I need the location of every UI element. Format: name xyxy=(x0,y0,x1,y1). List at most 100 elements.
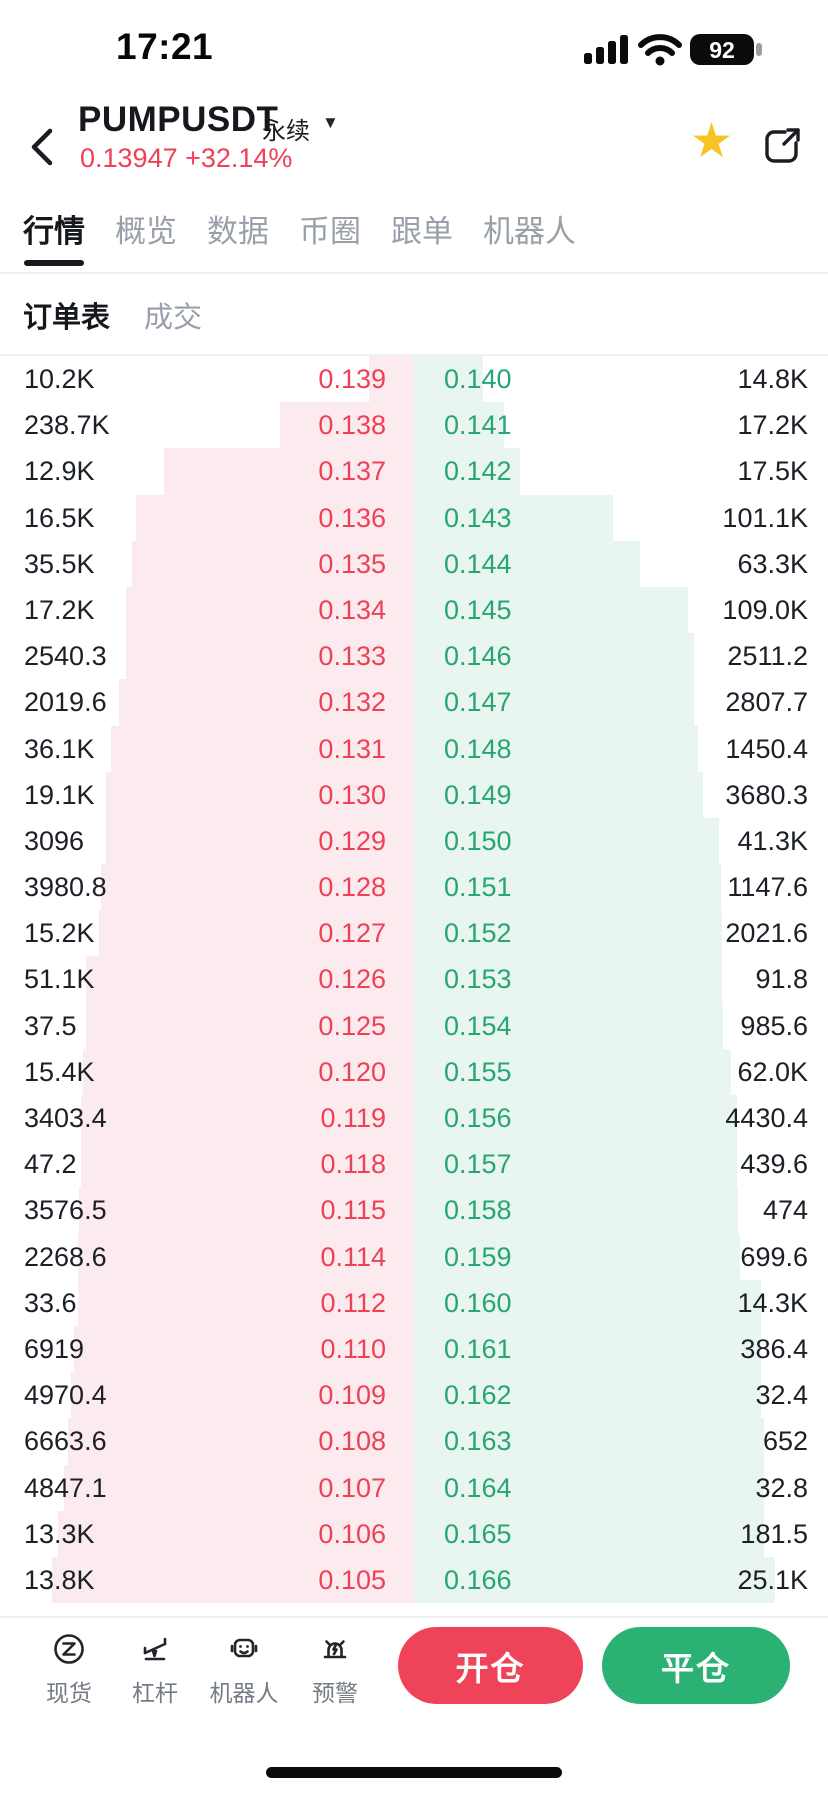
bid-price[interactable]: 0.136 xyxy=(318,502,386,533)
ask-price[interactable]: 0.149 xyxy=(444,779,512,810)
back-button[interactable] xyxy=(24,124,60,170)
ask-price[interactable]: 0.152 xyxy=(444,918,512,949)
toolbar-action-预警[interactable]: 预警 xyxy=(287,1631,383,1708)
ask-price[interactable]: 0.166 xyxy=(444,1564,512,1595)
bid-price[interactable]: 0.119 xyxy=(320,1103,386,1133)
bid-price[interactable]: 0.134 xyxy=(318,594,386,625)
ask-price[interactable]: 0.159 xyxy=(444,1241,512,1272)
ask-price[interactable]: 0.156 xyxy=(444,1103,512,1133)
bid-price[interactable]: 0.120 xyxy=(318,1056,386,1087)
bid-price[interactable]: 0.130 xyxy=(318,779,386,810)
chevron-down-icon[interactable]: ▼ xyxy=(322,113,339,132)
order-book-row: 3576.5 0.115 0.158 474 xyxy=(0,1187,828,1234)
ask-amount: 474 xyxy=(762,1195,808,1226)
tab-币圈[interactable]: 币圈 xyxy=(299,214,361,249)
bid-price[interactable]: 0.109 xyxy=(318,1380,386,1411)
bid-depth-bar xyxy=(101,864,414,911)
bid-depth-bar xyxy=(52,1556,414,1604)
bid-amount: 4847.1 xyxy=(24,1472,107,1503)
tab-概览[interactable]: 概览 xyxy=(115,214,177,249)
bid-price[interactable]: 0.107 xyxy=(318,1472,386,1503)
toolbar-action-机器人[interactable]: 机器人 xyxy=(196,1631,292,1708)
tab-跟单[interactable]: 跟单 xyxy=(391,214,453,249)
ask-price[interactable]: 0.153 xyxy=(444,964,512,995)
bid-price[interactable]: 0.118 xyxy=(320,1149,386,1180)
bid-price[interactable]: 0.125 xyxy=(318,1010,386,1041)
ask-price[interactable]: 0.150 xyxy=(444,825,512,856)
ask-price[interactable]: 0.160 xyxy=(444,1287,512,1318)
ask-depth-bar xyxy=(414,1141,737,1188)
chevron-left-icon xyxy=(31,128,53,166)
bid-price[interactable]: 0.133 xyxy=(318,641,386,672)
bid-price[interactable]: 0.127 xyxy=(318,918,386,949)
ask-amount: 699.6 xyxy=(740,1241,808,1272)
ask-price[interactable]: 0.161 xyxy=(444,1333,512,1364)
ask-price[interactable]: 0.144 xyxy=(444,548,512,579)
order-book-row: 2019.6 0.132 0.147 2807.7 xyxy=(0,679,828,726)
bid-depth-bar xyxy=(58,1510,414,1557)
order-book-row: 2540.3 0.133 0.146 2511.2 xyxy=(0,633,828,680)
divider xyxy=(0,272,828,274)
bid-price[interactable]: 0.129 xyxy=(318,825,386,856)
bid-price[interactable]: 0.114 xyxy=(320,1241,386,1272)
ask-price[interactable]: 0.154 xyxy=(444,1010,512,1041)
toolbar-action-label: 现货 xyxy=(46,1680,92,1706)
order-book-row: 37.5 0.125 0.154 985.6 xyxy=(0,1002,828,1049)
ask-price[interactable]: 0.140 xyxy=(444,364,512,394)
bid-price[interactable]: 0.131 xyxy=(318,733,386,764)
open-position-button[interactable]: 开仓 xyxy=(398,1627,583,1704)
bid-price[interactable]: 0.139 xyxy=(318,364,386,394)
tab-机器人[interactable]: 机器人 xyxy=(483,214,576,249)
bid-price[interactable]: 0.128 xyxy=(318,872,386,903)
ask-depth-bar xyxy=(414,771,703,818)
bid-price[interactable]: 0.115 xyxy=(320,1195,386,1226)
bid-depth-bar xyxy=(132,540,414,587)
wifi-icon xyxy=(638,34,682,66)
ask-depth-bar xyxy=(414,1233,740,1280)
bid-price[interactable]: 0.105 xyxy=(318,1564,386,1595)
ask-price[interactable]: 0.158 xyxy=(444,1195,512,1226)
toolbar-action-现货[interactable]: 现货 xyxy=(21,1631,117,1708)
ask-price[interactable]: 0.148 xyxy=(444,733,512,764)
bid-price[interactable]: 0.112 xyxy=(320,1287,386,1318)
bid-price[interactable]: 0.108 xyxy=(318,1426,386,1457)
ask-price[interactable]: 0.141 xyxy=(444,410,512,441)
ask-price[interactable]: 0.146 xyxy=(444,641,512,672)
bid-price[interactable]: 0.110 xyxy=(320,1333,386,1364)
ask-price[interactable]: 0.163 xyxy=(444,1426,512,1457)
ask-depth-bar xyxy=(414,1464,764,1511)
share-icon[interactable] xyxy=(760,122,806,168)
page-title-symbol: PUMPUSDT xyxy=(78,100,279,139)
order-book-row: 12.9K 0.137 0.142 17.5K xyxy=(0,448,828,495)
bid-price[interactable]: 0.135 xyxy=(318,548,386,579)
tab-数据[interactable]: 数据 xyxy=(207,214,269,249)
svg-text:92: 92 xyxy=(709,37,735,63)
toolbar-action-杠杆[interactable]: 杠杆 xyxy=(107,1631,203,1708)
ask-price[interactable]: 0.151 xyxy=(444,872,512,903)
ask-depth-bar xyxy=(414,725,698,772)
ask-price[interactable]: 0.165 xyxy=(444,1518,512,1549)
bid-depth-bar xyxy=(99,910,414,957)
bid-price[interactable]: 0.138 xyxy=(318,410,386,441)
ask-price[interactable]: 0.164 xyxy=(444,1472,512,1503)
tab-行情[interactable]: 行情 xyxy=(23,214,85,249)
subtab-订单表[interactable]: 订单表 xyxy=(23,302,111,334)
bid-price[interactable]: 0.132 xyxy=(318,687,386,718)
bid-price[interactable]: 0.126 xyxy=(318,964,386,995)
ask-price[interactable]: 0.143 xyxy=(444,502,512,533)
bid-price[interactable]: 0.137 xyxy=(318,456,386,487)
favorite-star-icon[interactable]: ★ xyxy=(690,115,734,168)
subtab-成交[interactable]: 成交 xyxy=(144,302,203,334)
close-position-button[interactable]: 平仓 xyxy=(602,1627,790,1704)
ask-price[interactable]: 0.142 xyxy=(444,456,512,487)
bid-depth-bar xyxy=(369,356,414,403)
ask-price[interactable]: 0.155 xyxy=(444,1056,512,1087)
ask-amount: 101.1K xyxy=(722,502,808,533)
ask-price[interactable]: 0.147 xyxy=(444,687,512,718)
ask-price[interactable]: 0.145 xyxy=(444,594,512,625)
ask-depth-bar xyxy=(414,1095,737,1142)
home-indicator[interactable] xyxy=(266,1767,562,1778)
ask-price[interactable]: 0.162 xyxy=(444,1380,512,1411)
bid-price[interactable]: 0.106 xyxy=(318,1518,386,1549)
ask-price[interactable]: 0.157 xyxy=(444,1149,512,1180)
